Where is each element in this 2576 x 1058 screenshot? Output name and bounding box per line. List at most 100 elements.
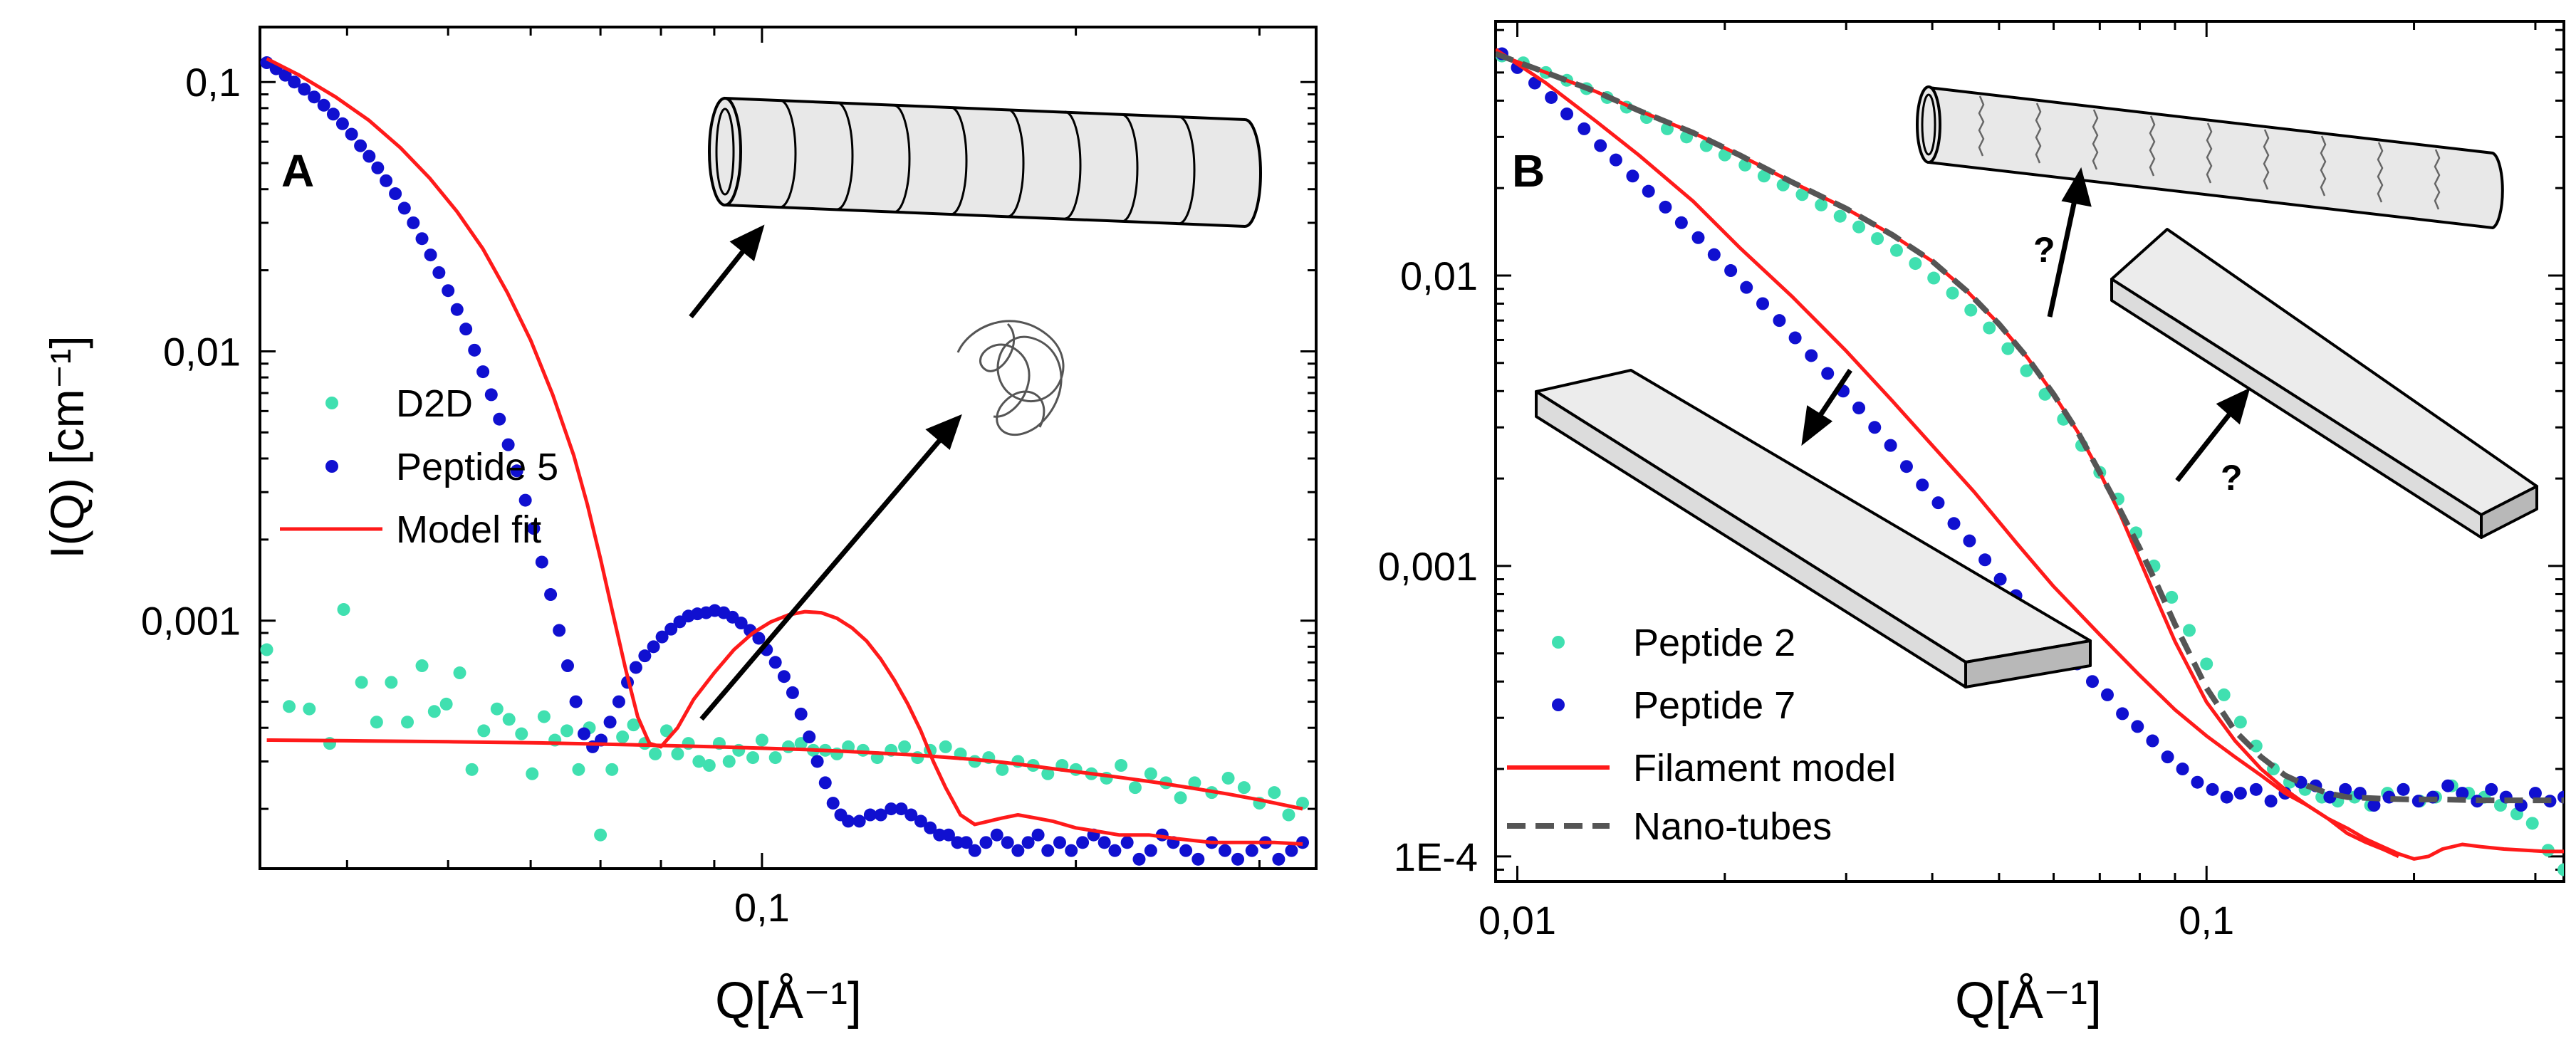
y-tick-label: 0,01 bbox=[1400, 253, 1478, 298]
nanotube-wave bbox=[2434, 149, 2441, 210]
data-point-d2d bbox=[616, 730, 630, 744]
data-point-peptide-7 bbox=[2131, 720, 2144, 733]
panel-a-arrows bbox=[689, 224, 962, 721]
data-point-d2d bbox=[692, 755, 706, 768]
cylinder-end-cap-inner bbox=[715, 108, 735, 196]
panel-b-legend: Peptide 2 Peptide 7 Filament model Nano-… bbox=[1507, 622, 1896, 848]
data-point-peptide-2 bbox=[2200, 657, 2213, 671]
data-point-peptide-7 bbox=[2206, 782, 2219, 796]
data-point-peptide-5 bbox=[638, 649, 652, 663]
data-point-peptide-5 bbox=[874, 808, 887, 822]
data-point-peptide-5 bbox=[612, 695, 625, 708]
data-point-peptide-5 bbox=[510, 464, 523, 478]
data-point-peptide-7 bbox=[1707, 248, 1721, 261]
data-point-d2d bbox=[702, 759, 716, 772]
data-point-d2d bbox=[996, 763, 1009, 776]
data-point-peptide-7 bbox=[1642, 184, 1655, 198]
data-point-peptide-5 bbox=[450, 303, 464, 316]
data-point-peptide-5 bbox=[1097, 836, 1111, 849]
legend-label-peptide-2: Peptide 2 bbox=[1633, 622, 1795, 664]
panel-a-ticks: 0,1 0,1 0,01 0,001 bbox=[141, 27, 1316, 930]
data-point-d2d bbox=[370, 716, 383, 729]
plot-area bbox=[260, 56, 1310, 866]
data-point-peptide-7 bbox=[2397, 782, 2410, 796]
data-point-d2d bbox=[659, 724, 673, 738]
data-point-peptide-7 bbox=[1788, 331, 1802, 345]
data-point-peptide-5 bbox=[371, 161, 385, 174]
cylinder-illustration bbox=[708, 96, 1262, 229]
data-point-d2d bbox=[671, 747, 684, 760]
arrowhead bbox=[1801, 405, 1833, 446]
data-point-peptide-5 bbox=[354, 139, 367, 152]
data-point-peptide-2 bbox=[2001, 342, 2015, 355]
data-point-peptide-5 bbox=[777, 670, 791, 683]
data-point-peptide-5 bbox=[863, 808, 877, 822]
data-point-peptide-5 bbox=[904, 808, 918, 822]
panel-b-plot-frame bbox=[1494, 20, 2565, 883]
data-point-peptide-5 bbox=[768, 656, 782, 669]
data-point-peptide-5 bbox=[553, 624, 566, 637]
data-point-d2d bbox=[1268, 786, 1281, 800]
data-point-d2d bbox=[401, 716, 414, 729]
data-point-peptide-2 bbox=[2557, 863, 2564, 876]
data-point-peptide-5 bbox=[990, 828, 1003, 842]
data-point-peptide-5 bbox=[655, 630, 669, 644]
data-point-peptide-2 bbox=[1795, 188, 1809, 201]
data-point-d2d bbox=[755, 733, 768, 747]
data-point-peptide-5 bbox=[432, 266, 446, 279]
legend-label-d2d: D2D bbox=[396, 382, 473, 425]
data-point-peptide-7 bbox=[2191, 775, 2204, 789]
data-point-peptide-7 bbox=[1674, 216, 1688, 229]
data-point-peptide-7 bbox=[2456, 787, 2469, 800]
data-point-peptide-7 bbox=[2367, 799, 2381, 812]
data-point-peptide-7 bbox=[2176, 763, 2189, 776]
data-point-peptide-5 bbox=[1031, 828, 1045, 842]
data-point-peptide-7 bbox=[1805, 349, 1818, 362]
data-point-peptide-5 bbox=[1011, 844, 1025, 857]
data-point-d2d bbox=[439, 697, 453, 711]
data-point-peptide-7 bbox=[1868, 421, 1882, 434]
data-point-d2d bbox=[260, 643, 273, 656]
data-point-d2d bbox=[337, 603, 350, 617]
data-point-peptide-2 bbox=[1738, 158, 1752, 172]
data-point-peptide-5 bbox=[415, 232, 429, 246]
data-point-peptide-5 bbox=[1021, 836, 1035, 849]
data-point-d2d bbox=[1296, 797, 1310, 810]
data-point-peptide-5 bbox=[752, 632, 766, 645]
panel-b: 0,01 0,1 0,01 0,001 1E-4 B Q[Å⁻¹] Peptide 2 … bbox=[1378, 20, 2565, 1030]
panel-a: 0,1 0,1 0,01 0,001 A I(Q) [cm⁻¹] Q[Å⁻¹] D2D… bbox=[41, 26, 1318, 1030]
nanotube-body bbox=[1927, 85, 2504, 230]
cylinder-ring bbox=[1121, 113, 1139, 223]
question-mark-nanotube: ? bbox=[2033, 230, 2055, 270]
legend-label-peptide-7: Peptide 7 bbox=[1633, 684, 1795, 727]
series-line-model-fit-peptide-5- bbox=[266, 57, 1303, 846]
cylinder-ring bbox=[779, 99, 797, 209]
data-point-peptide-5 bbox=[1053, 836, 1066, 849]
data-point-d2d bbox=[477, 724, 491, 738]
series-line-model-fit-d2d- bbox=[266, 738, 1303, 811]
cylinder-ring bbox=[836, 101, 854, 211]
data-point-peptide-2 bbox=[1964, 303, 1978, 317]
data-point-d2d bbox=[537, 710, 551, 723]
panel-a-x-axis-label: Q[Å⁻¹] bbox=[715, 973, 862, 1030]
nanotube-wave bbox=[2035, 103, 2042, 164]
random-coil-strand bbox=[956, 320, 1065, 436]
nanotube-end-cap-inner bbox=[1921, 93, 1936, 156]
data-point-peptide-5 bbox=[1120, 836, 1134, 849]
data-point-peptide-5 bbox=[786, 686, 799, 699]
data-point-d2d bbox=[1128, 781, 1142, 795]
data-point-peptide-2 bbox=[2249, 739, 2263, 753]
data-point-peptide-7 bbox=[1931, 496, 1945, 510]
data-point-peptide-7 bbox=[1993, 572, 2007, 586]
data-point-peptide-5 bbox=[1065, 844, 1078, 857]
question-mark-prism: ? bbox=[2221, 458, 2243, 498]
data-point-peptide-7 bbox=[1594, 139, 1607, 152]
data-point-peptide-7 bbox=[1659, 200, 1672, 214]
data-point-d2d bbox=[1144, 767, 1157, 780]
arrow-to-cylinder bbox=[689, 245, 749, 319]
data-point-peptide-5 bbox=[603, 716, 617, 729]
data-point-d2d bbox=[1174, 791, 1187, 805]
data-point-peptide-5 bbox=[442, 284, 455, 298]
data-point-d2d bbox=[649, 747, 662, 760]
